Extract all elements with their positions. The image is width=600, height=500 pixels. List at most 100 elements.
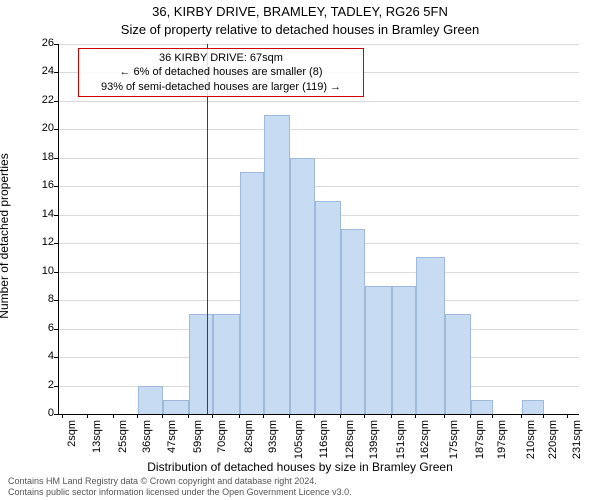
y-tick-label: 22 <box>14 94 54 106</box>
x-tick-mark <box>212 414 213 418</box>
x-tick-mark <box>188 414 189 418</box>
y-tick-mark <box>54 215 58 216</box>
x-tick-label: 47sqm <box>166 420 178 453</box>
y-tick-mark <box>54 386 58 387</box>
gridline <box>59 129 579 130</box>
y-tick-mark <box>54 158 58 159</box>
x-tick-mark <box>263 414 264 418</box>
x-tick-label: 151sqm <box>395 420 407 459</box>
gridline <box>59 186 579 187</box>
histogram-bar <box>445 314 471 414</box>
gridline <box>59 158 579 159</box>
x-tick-label: 2sqm <box>66 420 78 447</box>
gridline <box>59 101 579 102</box>
x-tick-mark <box>567 414 568 418</box>
x-tick-mark <box>444 414 445 418</box>
histogram-bar <box>392 286 416 414</box>
x-tick-label: 231sqm <box>571 420 583 459</box>
x-tick-label: 175sqm <box>448 420 460 459</box>
x-tick-label: 187sqm <box>474 420 486 459</box>
x-axis-label: Distribution of detached houses by size … <box>0 460 600 474</box>
x-tick-label: 82sqm <box>243 420 255 453</box>
y-tick-mark <box>54 414 58 415</box>
chart-footer: Contains HM Land Registry data © Crown c… <box>8 476 352 498</box>
y-tick-label: 8 <box>14 293 54 305</box>
x-tick-mark <box>470 414 471 418</box>
x-tick-label: 139sqm <box>368 420 380 459</box>
y-tick-mark <box>54 129 58 130</box>
x-tick-mark <box>340 414 341 418</box>
y-tick-mark <box>54 300 58 301</box>
histogram-bar <box>365 286 391 414</box>
x-tick-label: 197sqm <box>496 420 508 459</box>
chart-title-address: 36, KIRBY DRIVE, BRAMLEY, TADLEY, RG26 5… <box>0 4 600 19</box>
y-tick-label: 2 <box>14 379 54 391</box>
x-tick-label: 13sqm <box>91 420 103 453</box>
histogram-bar <box>189 314 213 414</box>
histogram-bar <box>163 400 189 414</box>
y-tick-label: 0 <box>14 407 54 419</box>
gridline <box>59 44 579 45</box>
y-axis-label: Number of detached properties <box>0 153 11 318</box>
x-tick-label: 105sqm <box>293 420 305 459</box>
histogram-bar <box>471 400 493 414</box>
y-tick-label: 18 <box>14 151 54 163</box>
histogram-bar <box>341 229 365 414</box>
y-tick-mark <box>54 243 58 244</box>
footer-line1: Contains HM Land Registry data © Crown c… <box>8 476 352 487</box>
x-tick-mark <box>391 414 392 418</box>
x-tick-mark <box>543 414 544 418</box>
annotation-box: 36 KIRBY DRIVE: 67sqm← 6% of detached ho… <box>78 48 364 97</box>
y-tick-label: 16 <box>14 179 54 191</box>
annotation-line1: 36 KIRBY DRIVE: 67sqm <box>85 51 357 65</box>
x-tick-label: 116sqm <box>318 420 330 458</box>
x-tick-mark <box>521 414 522 418</box>
y-tick-label: 14 <box>14 208 54 220</box>
histogram-bar <box>240 172 264 414</box>
x-tick-mark <box>314 414 315 418</box>
x-tick-mark <box>289 414 290 418</box>
x-tick-label: 128sqm <box>344 420 356 459</box>
x-tick-mark <box>87 414 88 418</box>
footer-line2: Contains public sector information licen… <box>8 487 352 498</box>
y-tick-label: 4 <box>14 350 54 362</box>
x-tick-mark <box>113 414 114 418</box>
y-tick-mark <box>54 101 58 102</box>
y-tick-label: 20 <box>14 122 54 134</box>
x-tick-mark <box>364 414 365 418</box>
histogram-bar <box>213 314 239 414</box>
chart-title-description: Size of property relative to detached ho… <box>0 22 600 37</box>
y-tick-mark <box>54 186 58 187</box>
x-tick-label: 70sqm <box>216 420 228 453</box>
y-tick-mark <box>54 44 58 45</box>
y-tick-mark <box>54 329 58 330</box>
y-tick-label: 12 <box>14 236 54 248</box>
y-tick-mark <box>54 272 58 273</box>
y-tick-mark <box>54 357 58 358</box>
x-tick-label: 93sqm <box>267 420 279 453</box>
y-tick-label: 24 <box>14 65 54 77</box>
y-tick-label: 10 <box>14 265 54 277</box>
x-tick-label: 25sqm <box>117 420 129 453</box>
y-tick-mark <box>54 72 58 73</box>
histogram-bar <box>138 386 162 414</box>
histogram-bar <box>264 115 290 414</box>
plot-area <box>58 44 579 415</box>
annotation-line2: ← 6% of detached houses are smaller (8) <box>85 65 357 79</box>
x-tick-mark <box>62 414 63 418</box>
x-tick-label: 59sqm <box>192 420 204 453</box>
x-tick-mark <box>137 414 138 418</box>
x-tick-mark <box>239 414 240 418</box>
histogram-bar <box>522 400 544 414</box>
histogram-bar <box>416 257 445 414</box>
histogram-bar <box>315 201 341 414</box>
x-tick-mark <box>162 414 163 418</box>
reference-line <box>207 44 208 414</box>
x-tick-mark <box>415 414 416 418</box>
x-tick-label: 162sqm <box>419 420 431 459</box>
annotation-line3: 93% of semi-detached houses are larger (… <box>85 80 357 94</box>
histogram-bar <box>290 158 314 414</box>
y-tick-label: 26 <box>14 37 54 49</box>
x-tick-label: 36sqm <box>141 420 153 453</box>
y-tick-label: 6 <box>14 322 54 334</box>
